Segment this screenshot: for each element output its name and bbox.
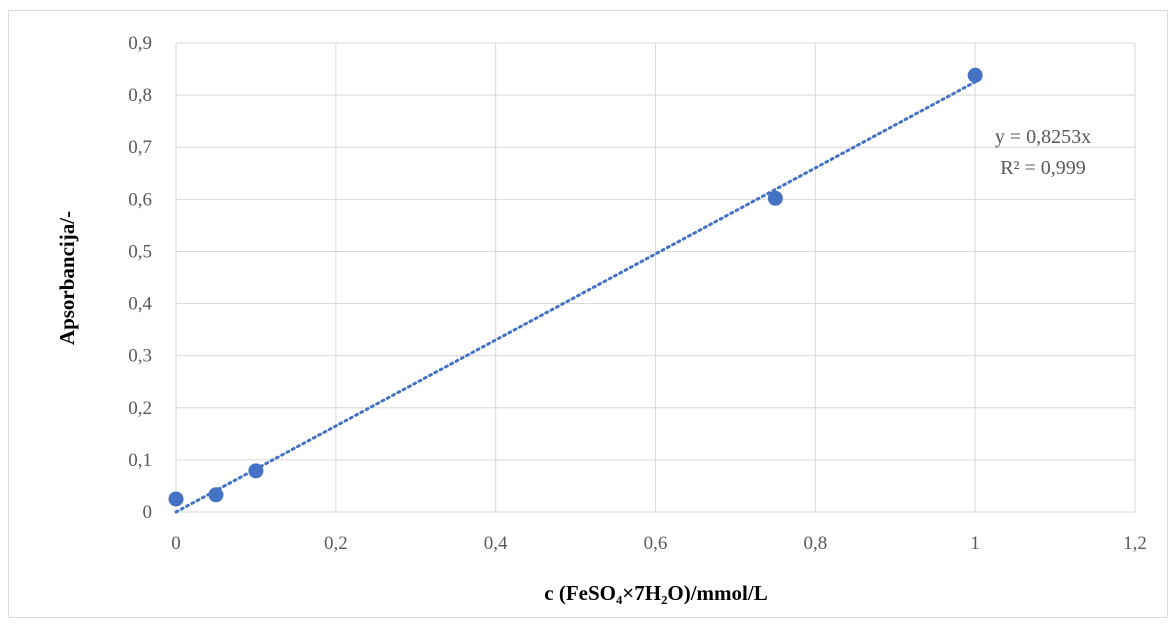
data-point [767,190,783,206]
data-point [967,67,983,83]
y-tick-label: 0,6 [128,189,152,210]
x-tick-label: 1,2 [1123,533,1147,554]
y-tick-label: 0 [143,502,153,523]
data-points [168,67,983,507]
y-tick-label: 0,9 [128,33,152,54]
x-tick-label: 1 [970,533,980,554]
trendline [174,80,977,514]
grid-lines [175,42,1136,513]
x-tick-labels: 0 0,2 0,4 0,6 0,8 1 1,2 [171,533,1147,554]
x-tick-label: 0,4 [484,533,508,554]
x-tick-label: 0,2 [324,533,348,554]
x-tick-label: 0,8 [803,533,827,554]
data-point [248,463,264,479]
y-tick-label: 0,2 [128,398,152,419]
x-tick-label: 0,6 [644,533,668,554]
y-tick-label: 0,5 [128,241,152,262]
data-point [168,491,184,507]
y-tick-label: 0,1 [128,450,152,471]
data-point [208,487,224,503]
y-tick-label: 0,3 [128,346,152,367]
y-tick-label: 0,8 [128,85,152,106]
y-tick-label: 0,4 [128,294,152,315]
y-tick-label: 0,7 [128,137,152,158]
x-tick-label: 0 [171,533,181,554]
y-tick-labels: 0 0,1 0,2 0,3 0,4 0,5 0,6 0,7 0,8 0,9 [128,33,152,523]
r-squared-label: R² = 0,999 [1000,157,1086,179]
trendline-equation: y = 0,8253x [995,126,1091,148]
x-axis-title: c (FeSO₄×7H₂O)/mmol/L [544,581,767,605]
y-axis-title: Apsorbancija/- [55,211,79,345]
